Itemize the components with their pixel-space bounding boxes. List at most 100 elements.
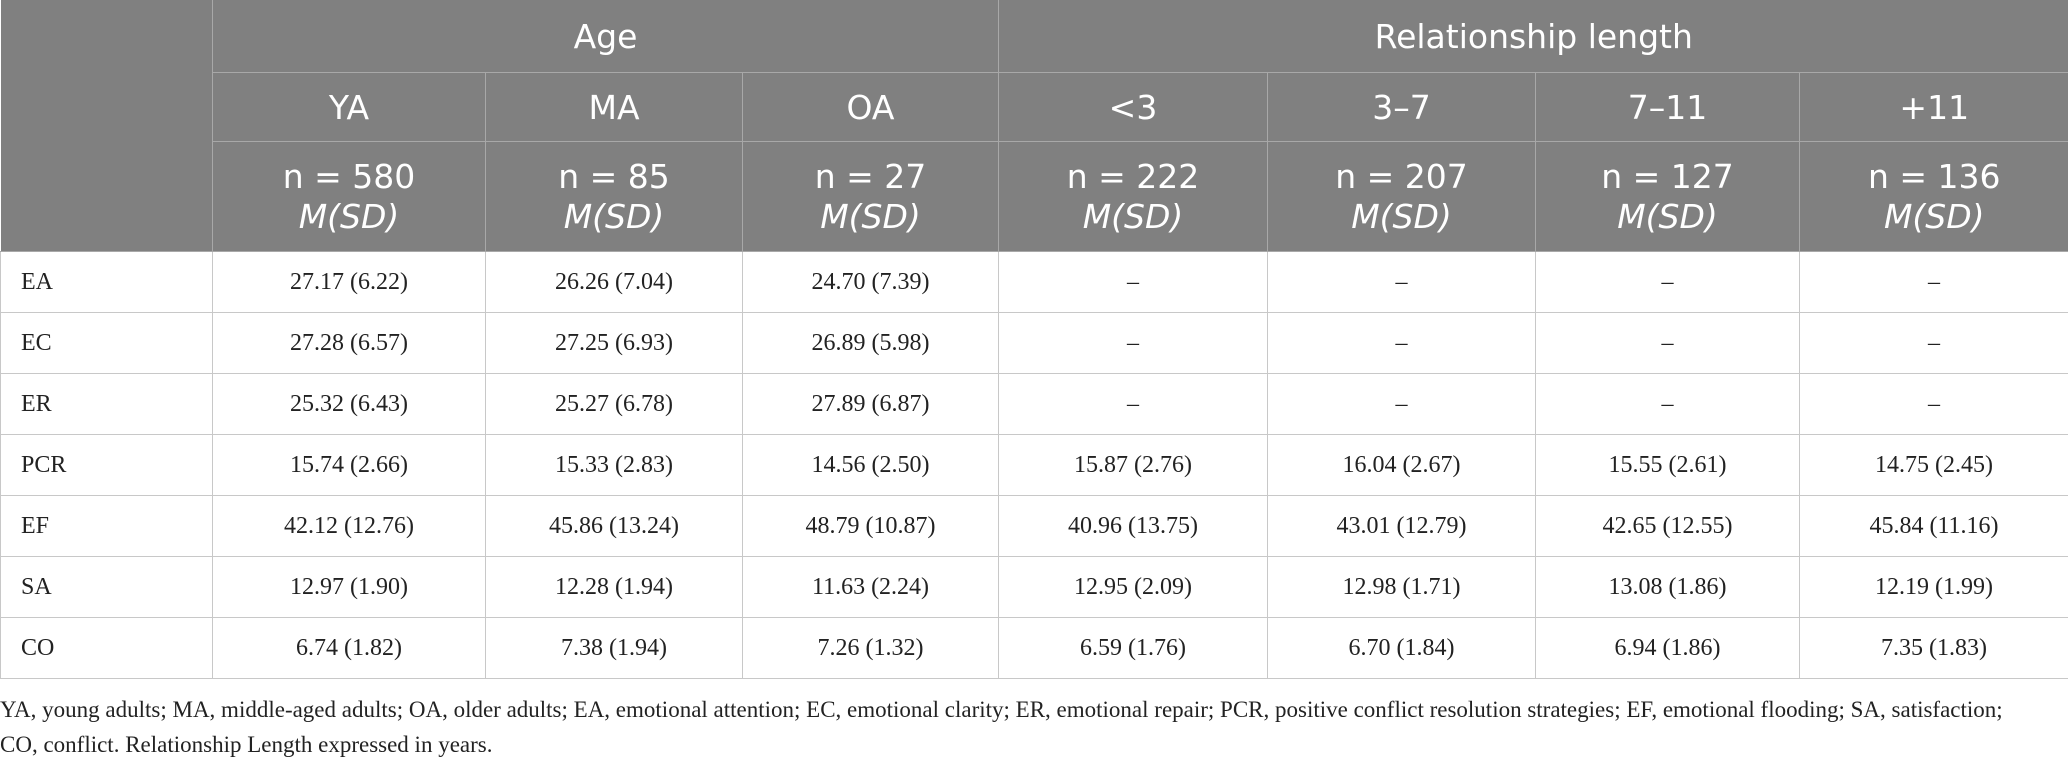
data-cell: 7.35 (1.83) xyxy=(1798,617,2068,679)
column-header: OA xyxy=(742,72,999,142)
data-cell: 15.55 (2.61) xyxy=(1535,434,1800,496)
sample-size: n = 85 xyxy=(558,156,670,196)
column-header: +11 xyxy=(1798,72,2068,142)
column-header: YA xyxy=(212,72,486,142)
data-cell: 6.94 (1.86) xyxy=(1535,617,1800,679)
data-cell: 42.65 (12.55) xyxy=(1535,495,1800,557)
data-row: EC 27.28 (6.57) 27.25 (6.93) 26.89 (5.98) – –… xyxy=(0,312,2068,374)
data-cell: 25.27 (6.78) xyxy=(485,373,743,435)
column-header: 3–7 xyxy=(1267,72,1536,142)
data-cell: 7.38 (1.94) xyxy=(485,617,743,679)
data-cell: – xyxy=(1798,373,2068,435)
data-cell: 6.74 (1.82) xyxy=(212,617,486,679)
row-label: CO xyxy=(0,617,213,679)
data-cell: – xyxy=(1535,312,1800,374)
data-cell: 7.26 (1.32) xyxy=(742,617,999,679)
row-label: EF xyxy=(0,495,213,557)
row-label: EA xyxy=(0,251,213,313)
header-row: YA MA OA <3 3–7 7–11 +11 xyxy=(1,72,2068,142)
data-row: CO 6.74 (1.82) 7.38 (1.94) 7.26 (1.32) 6.59 … xyxy=(0,617,2068,679)
column-header: <3 xyxy=(998,72,1268,142)
data-cell: 14.56 (2.50) xyxy=(742,434,999,496)
sample-header: n = 222 M(SD) xyxy=(998,141,1268,252)
data-cell: 26.26 (7.04) xyxy=(485,251,743,313)
data-cell: – xyxy=(998,312,1268,374)
data-cell: 15.33 (2.83) xyxy=(485,434,743,496)
statistic-label: M(SD) xyxy=(1617,196,1718,236)
data-cell: 24.70 (7.39) xyxy=(742,251,999,313)
table-footnote: YA, young adults; MA, middle-aged adults… xyxy=(0,697,2003,757)
data-cell: – xyxy=(1267,312,1536,374)
sample-size: n = 27 xyxy=(814,156,927,196)
statistic-label: M(SD) xyxy=(298,196,400,236)
group-header: Relationship length xyxy=(997,0,2068,73)
data-row: ER 25.32 (6.43) 25.27 (6.78) 27.89 (6.87) – –… xyxy=(0,373,2068,435)
data-cell: 12.97 (1.90) xyxy=(212,556,486,618)
data-cell: – xyxy=(1535,251,1800,313)
statistic-label: M(SD) xyxy=(1082,196,1184,236)
sample-header: n = 85 M(SD) xyxy=(485,141,743,252)
sample-size: n = 127 xyxy=(1601,156,1734,196)
data-cell: 42.12 (12.76) xyxy=(212,495,486,557)
data-cell: 12.98 (1.71) xyxy=(1267,556,1536,618)
header-row: n = 580 M(SD) n = 85 M(SD) n = 27 M(SD) n = 22… xyxy=(1,141,2068,252)
data-table: Age Relationship length YA MA OA <3 3–7 7–11 +11… xyxy=(0,0,2068,679)
data-cell: 27.28 (6.57) xyxy=(212,312,486,374)
statistic-label: M(SD) xyxy=(1351,196,1452,236)
sample-size: n = 207 xyxy=(1335,156,1468,196)
data-cell: – xyxy=(1798,251,2068,313)
data-cell: 6.70 (1.84) xyxy=(1267,617,1536,679)
sample-size: n = 136 xyxy=(1867,156,2001,196)
row-label: PCR xyxy=(0,434,213,496)
row-label: EC xyxy=(0,312,213,374)
data-cell: 45.84 (11.16) xyxy=(1798,495,2068,557)
data-cell: 40.96 (13.75) xyxy=(998,495,1268,557)
statistic-label: M(SD) xyxy=(820,196,921,236)
row-label: SA xyxy=(0,556,213,618)
data-row: PCR 15.74 (2.66) 15.33 (2.83) 14.56 (2.50) 1… xyxy=(0,434,2068,496)
data-cell: – xyxy=(998,251,1268,313)
data-cell: 26.89 (5.98) xyxy=(742,312,999,374)
data-cell: – xyxy=(1267,251,1536,313)
data-cell: – xyxy=(1267,373,1536,435)
data-cell: 13.08 (1.86) xyxy=(1535,556,1800,618)
column-header: 7–11 xyxy=(1535,72,1800,142)
statistic-label: M(SD) xyxy=(563,196,665,236)
header-row: Age Relationship length xyxy=(0,0,2068,252)
data-row: EF 42.12 (12.76) 45.86 (13.24) 48.79 (10.87… xyxy=(0,495,2068,557)
data-cell: 48.79 (10.87) xyxy=(742,495,999,557)
data-cell: – xyxy=(1798,312,2068,374)
data-cell: 43.01 (12.79) xyxy=(1267,495,1536,557)
data-cell: – xyxy=(1535,373,1800,435)
data-cell: 14.75 (2.45) xyxy=(1798,434,2068,496)
data-cell: 12.28 (1.94) xyxy=(485,556,743,618)
corner-cell xyxy=(0,0,213,252)
sample-size: n = 580 xyxy=(282,156,416,196)
data-cell: 27.25 (6.93) xyxy=(485,312,743,374)
data-cell: 15.74 (2.66) xyxy=(212,434,486,496)
data-cell: – xyxy=(998,373,1268,435)
data-cell: 16.04 (2.67) xyxy=(1267,434,1536,496)
column-header: MA xyxy=(485,72,743,142)
sample-header: n = 580 M(SD) xyxy=(212,141,486,252)
data-cell: 12.19 (1.99) xyxy=(1798,556,2068,618)
data-cell: 45.86 (13.24) xyxy=(485,495,743,557)
group-header: Age xyxy=(212,0,999,73)
sample-header: n = 207 M(SD) xyxy=(1267,141,1536,252)
data-cell: 11.63 (2.24) xyxy=(742,556,999,618)
sample-size: n = 222 xyxy=(1066,156,1200,196)
data-row: EA 27.17 (6.22) 26.26 (7.04) 24.70 (7.39) – –… xyxy=(0,251,2068,313)
data-cell: 15.87 (2.76) xyxy=(998,434,1268,496)
data-cell: 6.59 (1.76) xyxy=(998,617,1268,679)
data-cell: 12.95 (2.09) xyxy=(998,556,1268,618)
data-cell: 27.17 (6.22) xyxy=(212,251,486,313)
row-label: ER xyxy=(0,373,213,435)
data-row: SA 12.97 (1.90) 12.28 (1.94) 11.63 (2.24) 12… xyxy=(0,556,2068,618)
sample-header: n = 136 M(SD) xyxy=(1798,141,2068,252)
data-cell: 27.89 (6.87) xyxy=(742,373,999,435)
sample-header: n = 27 M(SD) xyxy=(742,141,999,252)
sample-header: n = 127 M(SD) xyxy=(1535,141,1800,252)
statistic-label: M(SD) xyxy=(1883,196,1985,236)
data-cell: 25.32 (6.43) xyxy=(212,373,486,435)
